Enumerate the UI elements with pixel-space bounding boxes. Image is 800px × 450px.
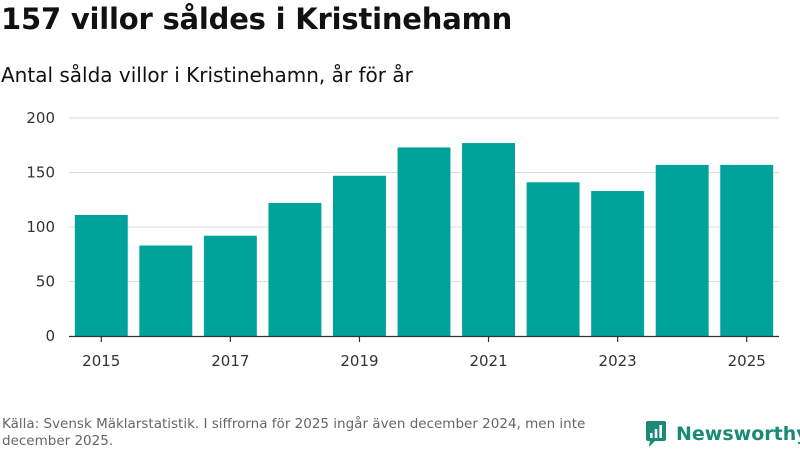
bar-2020 (397, 147, 451, 336)
bar-2023 (591, 191, 645, 336)
x-tick-label: 2015 (82, 352, 120, 370)
y-tick-label: 150 (26, 164, 55, 182)
chart-subtitle: Antal sålda villor i Kristinehamn, år fö… (1, 63, 413, 87)
chart-title: 157 villor såldes i Kristinehamn (1, 2, 513, 36)
bar-2017 (203, 235, 257, 336)
x-tick-label: 2017 (211, 352, 249, 370)
y-tick-label: 0 (45, 327, 55, 345)
bar-2018 (268, 203, 322, 336)
x-tick-label: 2023 (599, 352, 637, 370)
bar-2021 (462, 143, 516, 336)
y-tick-label: 100 (26, 218, 55, 236)
x-tick-label: 2019 (340, 352, 378, 370)
brand-logo[interactable]: Newsworthy (644, 419, 800, 449)
bar-2024 (655, 164, 709, 336)
source-note: Källa: Svensk Mäklarstatistik. I siffror… (2, 416, 586, 449)
bar-2025 (720, 164, 774, 336)
bar-2015 (74, 215, 128, 336)
bar-2016 (139, 245, 193, 336)
y-tick-label: 50 (36, 273, 55, 291)
bar-chart: 0 50 100 150 200 2015 2017 2019 2021 2023 2025 (26, 109, 779, 370)
y-tick-label: 200 (26, 109, 55, 127)
bar-2022 (526, 182, 580, 336)
x-tick-label: 2021 (469, 352, 507, 370)
bar-2019 (332, 175, 386, 336)
newsworthy-logo-icon (646, 421, 666, 447)
x-tick-label: 2025 (728, 352, 766, 370)
brand-name: Newsworthy (676, 423, 800, 445)
